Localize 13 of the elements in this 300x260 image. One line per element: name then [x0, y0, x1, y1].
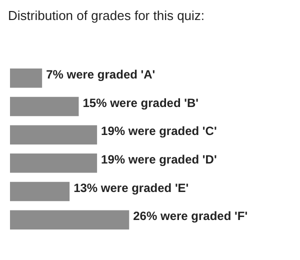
- bar: [10, 68, 42, 88]
- data-label: 7% were graded 'A': [46, 67, 156, 82]
- bar: [10, 154, 98, 173]
- chart-title: Distribution of grades for this quiz:: [8, 8, 206, 25]
- data-label: 26% were graded 'F': [133, 209, 248, 224]
- data-label: 15% were graded 'B': [82, 96, 199, 110]
- bar: [10, 210, 130, 230]
- data-label: 13% were graded 'E': [74, 180, 189, 195]
- data-label: 19% were graded 'C': [101, 124, 217, 138]
- bar: [10, 96, 79, 116]
- bar: [10, 125, 98, 144]
- data-label: 19% were graded 'D': [101, 152, 217, 166]
- bar: [10, 182, 70, 202]
